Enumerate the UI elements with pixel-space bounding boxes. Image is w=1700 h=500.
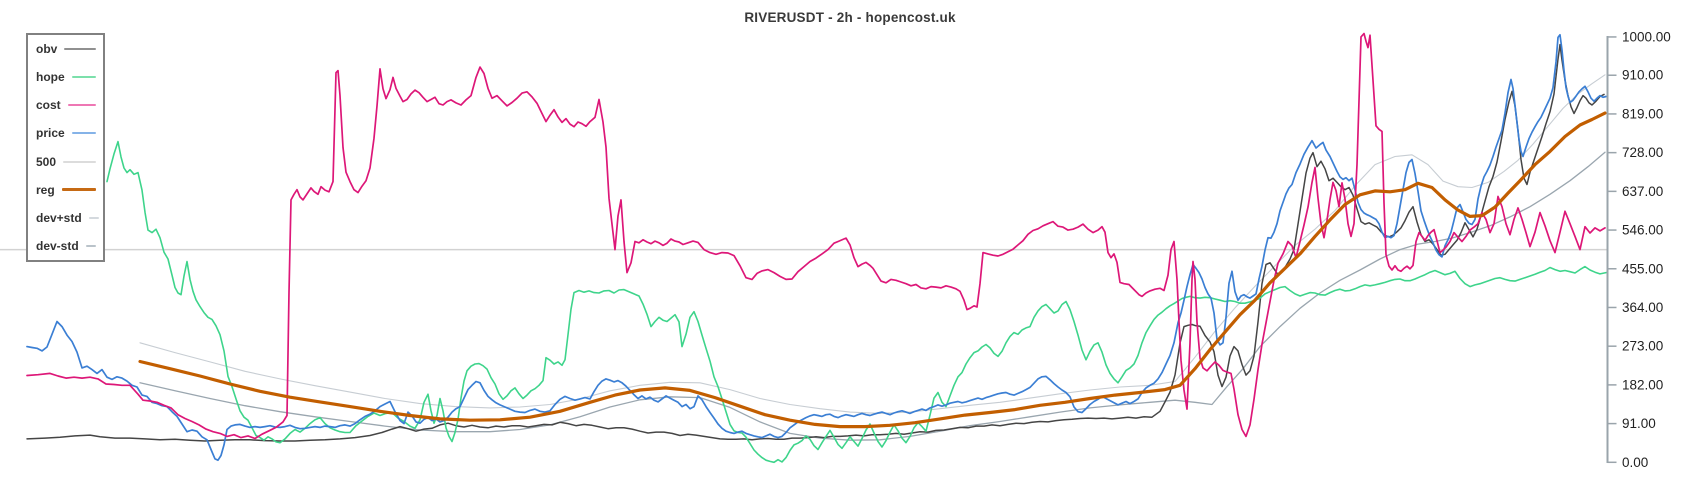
- legend-item-obv: obv: [28, 43, 103, 55]
- chart-title: RIVERUSDT - 2h - hopencost.uk: [744, 10, 956, 25]
- legend-item-label: reg: [36, 182, 55, 197]
- y-axis-label: 637.00: [1622, 184, 1663, 199]
- legend-item-label: obv: [36, 42, 58, 57]
- series-layer: [0, 32, 1608, 464]
- legend-item-label: dev-std: [36, 238, 79, 253]
- series-dev+std-line: [139, 74, 1606, 414]
- series-reg-line: [138, 111, 1607, 429]
- series-dev-std-line: [139, 151, 1606, 441]
- y-axis: 1000.00 910.00 819.00 728.00 637.00 546.00 455…: [1606, 29, 1671, 470]
- y-axis-label: 0.00: [1622, 455, 1648, 470]
- legend-item-label: hope: [36, 70, 65, 85]
- y-axis-label: 910.00: [1622, 68, 1663, 83]
- series-cost-line: [26, 32, 1606, 440]
- y-axis-label: 364.00: [1622, 300, 1663, 315]
- legend-item-label: 500: [36, 154, 57, 169]
- legend-item-500: 500: [28, 156, 103, 168]
- y-axis-label: 455.00: [1622, 261, 1663, 276]
- y-axis-label: 546.00: [1622, 223, 1663, 238]
- y-axis-label: 819.00: [1622, 106, 1663, 121]
- y-axis-label: 728.00: [1622, 145, 1663, 160]
- legend-item-cost: cost: [28, 99, 103, 111]
- legend-line-sample: [64, 48, 96, 51]
- y-axis-label: 91.00: [1622, 416, 1656, 431]
- legend: obv hope cost price 500 reg dev+std dev-std: [26, 33, 105, 262]
- legend-line-sample: [88, 216, 99, 219]
- series-obv-line: [26, 43, 1605, 442]
- legend-item-reg: reg: [28, 184, 103, 196]
- legend-line-sample: [71, 132, 96, 135]
- legend-line-sample: [67, 104, 96, 107]
- legend-item-label: cost: [36, 98, 61, 113]
- legend-item-label: price: [36, 126, 65, 141]
- legend-line-sample: [85, 244, 96, 247]
- y-axis-label: 1000.00: [1622, 29, 1671, 44]
- legend-item-label: dev+std: [36, 210, 82, 225]
- legend-line-sample: [61, 188, 96, 192]
- legend-item-dev-std: dev+std: [28, 212, 103, 224]
- series-hope-line: [106, 140, 1607, 464]
- series-price-line: [26, 33, 1607, 462]
- legend-item-dev-std: dev-std: [28, 240, 103, 252]
- legend-line-sample: [63, 160, 96, 163]
- y-axis-label: 273.00: [1622, 339, 1663, 354]
- legend-item-price: price: [28, 127, 103, 139]
- legend-line-sample: [71, 76, 96, 79]
- legend-item-hope: hope: [28, 71, 103, 83]
- y-axis-label: 182.00: [1622, 377, 1663, 392]
